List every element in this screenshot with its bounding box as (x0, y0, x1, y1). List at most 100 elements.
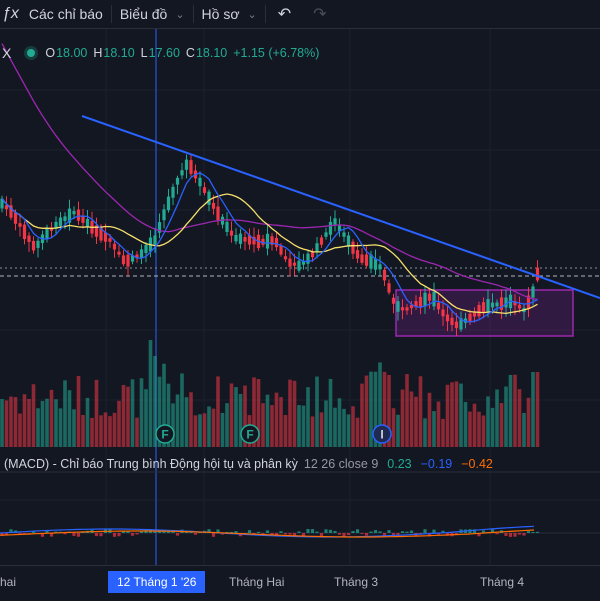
candle-body (153, 235, 157, 245)
macd-histogram-bar (490, 529, 495, 533)
macd-histogram-bar (328, 529, 333, 533)
indicators-button[interactable]: ƒx Các chỉ báo (0, 0, 111, 28)
candle-body (166, 196, 171, 211)
undo-button[interactable]: ↶ (266, 0, 303, 28)
volume-bar (99, 415, 103, 447)
candle-body (216, 206, 220, 221)
candle-body (279, 245, 283, 255)
chart-grid (0, 28, 600, 565)
candle-body (180, 170, 184, 176)
market-status-dot-icon[interactable] (27, 49, 36, 57)
macd-histogram-bar (63, 533, 67, 535)
candle-body (117, 251, 121, 255)
candle-body (27, 235, 31, 242)
macd-histogram-bar (117, 533, 121, 537)
macd-legend[interactable]: (MACD) - Chỉ báo Trung bình Động hội tụ … (4, 457, 493, 471)
volume-bar (333, 407, 337, 447)
volume-bar (166, 383, 171, 447)
volume-bar (0, 399, 4, 447)
volume-bar (58, 408, 63, 447)
volume-bar (405, 374, 409, 447)
event-marker-2[interactable]: F (240, 424, 260, 444)
candle-body (499, 297, 504, 310)
time-axis[interactable]: hai 12 Tháng 1 '26 Tháng Hai Tháng 3 Thá… (0, 565, 600, 601)
volume-bar (468, 411, 472, 447)
candle-body (81, 215, 85, 223)
candle-body (301, 260, 306, 265)
volume-bar (225, 403, 229, 447)
volume-bar (477, 411, 481, 447)
volume-bar (283, 415, 288, 447)
volume-bar (301, 405, 306, 447)
candle-body (31, 240, 36, 251)
candle-body (306, 253, 310, 264)
chevron-down-icon: ⌄ (247, 8, 257, 21)
toolbar-divider (110, 5, 112, 23)
candle-body (504, 297, 508, 308)
volume-bar (121, 384, 126, 447)
toolbar-divider (264, 5, 266, 23)
volume-bar (463, 401, 468, 447)
volume-bar (535, 372, 540, 447)
macd-histogram-bar (436, 533, 441, 535)
candle-body (517, 304, 522, 309)
candle-body (99, 227, 103, 241)
macd-histogram-bar (346, 533, 351, 536)
volume-bar (414, 396, 418, 447)
redo-button[interactable]: ↷ (303, 0, 336, 28)
volume-bar (310, 416, 315, 447)
macd-histogram-bar (306, 529, 310, 533)
macd-histogram-bar (135, 533, 139, 535)
profile-menu-button[interactable]: Hồ sơ ⌄ (194, 0, 265, 28)
macd-histogram-bar (256, 531, 261, 533)
candle-body (414, 301, 418, 308)
chevron-down-icon: ⌄ (175, 8, 185, 21)
macd-histogram-value: −0.42 (461, 457, 493, 471)
volume-bar (459, 383, 463, 447)
moving-average-yellow (1, 193, 538, 315)
event-marker-2-letter: F (246, 428, 253, 442)
volume-bar (18, 413, 22, 447)
candle-body (135, 254, 139, 259)
volume-bar (504, 386, 508, 447)
volume-bar (355, 417, 360, 447)
volume-bars (0, 340, 540, 447)
macd-histogram-bar (495, 533, 499, 535)
candle-body (238, 233, 243, 244)
candle-body (13, 212, 18, 224)
volume-bar (418, 376, 423, 447)
event-marker-1[interactable]: F (155, 424, 175, 444)
macd-signal-value: −0.19 (420, 457, 453, 471)
profile-menu-label: Hồ sơ (201, 6, 240, 22)
candle-body (45, 227, 49, 239)
candle-body (207, 191, 211, 205)
macd-histogram-bar (153, 531, 157, 533)
chart-menu-button[interactable]: Biểu đồ ⌄ (112, 0, 193, 28)
volume-bar (490, 407, 495, 447)
candle-body (342, 232, 346, 237)
macd-histogram-bar (391, 533, 396, 536)
event-marker-3[interactable]: I (372, 424, 392, 444)
moving-average-blue (1, 172, 538, 323)
volume-bar (234, 387, 238, 447)
candle-body (346, 235, 351, 247)
macd-histogram-bar (378, 531, 382, 533)
trendline[interactable] (81, 115, 600, 299)
candle-body (171, 186, 175, 198)
candle-body (450, 317, 454, 325)
candle-body (202, 187, 207, 193)
toolbar-divider (192, 5, 194, 23)
volume-bar (36, 408, 40, 447)
macd-histogram-bar (382, 533, 387, 537)
volume-bar (130, 379, 135, 447)
volume-bar (184, 397, 189, 447)
candle-body (441, 309, 445, 317)
candle-body (337, 225, 342, 232)
volume-bar (499, 403, 504, 447)
volume-bar (324, 400, 328, 447)
candle-body (270, 236, 274, 245)
candle-body (162, 209, 166, 221)
volume-bar (211, 408, 216, 447)
candle-body (355, 250, 360, 259)
